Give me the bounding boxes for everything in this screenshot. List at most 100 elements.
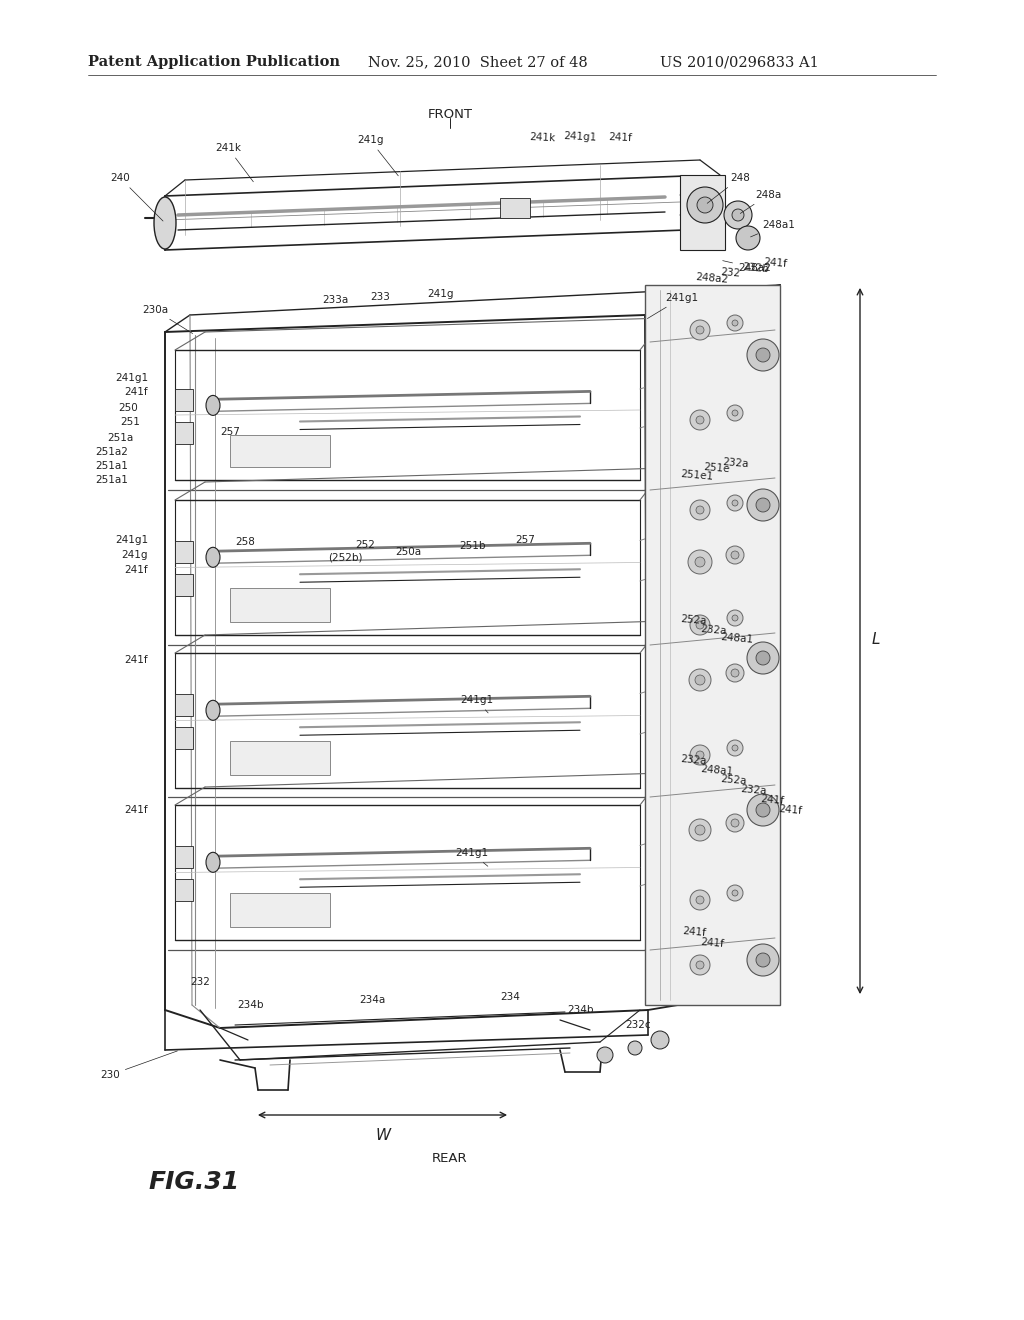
Circle shape <box>690 615 710 635</box>
Text: 257: 257 <box>515 535 535 545</box>
Circle shape <box>727 405 743 421</box>
Text: 232a: 232a <box>740 784 767 796</box>
Bar <box>645 285 780 1005</box>
Text: 241f: 241f <box>608 132 632 143</box>
Text: 241g1: 241g1 <box>647 293 698 318</box>
Text: 241g1: 241g1 <box>563 131 597 143</box>
Text: 251: 251 <box>120 417 140 426</box>
Bar <box>230 587 330 622</box>
Circle shape <box>690 954 710 975</box>
Text: 241g1: 241g1 <box>460 696 494 713</box>
Text: W: W <box>376 1129 390 1143</box>
Circle shape <box>732 890 738 896</box>
Circle shape <box>688 550 712 574</box>
Circle shape <box>689 669 711 690</box>
Circle shape <box>756 498 770 512</box>
Circle shape <box>756 348 770 362</box>
Text: 248a1: 248a1 <box>720 631 754 644</box>
Text: 232c: 232c <box>626 1020 651 1030</box>
Text: 234a: 234a <box>358 995 385 1005</box>
Circle shape <box>697 197 713 213</box>
Bar <box>175 846 193 867</box>
Text: 252: 252 <box>355 540 375 550</box>
Circle shape <box>727 495 743 511</box>
Bar <box>500 198 530 218</box>
Text: 241f: 241f <box>778 804 803 816</box>
Text: 232: 232 <box>190 977 210 987</box>
Text: 241f: 241f <box>124 387 148 397</box>
Circle shape <box>696 751 705 759</box>
Circle shape <box>756 803 770 817</box>
Text: 232: 232 <box>720 267 740 279</box>
Text: 257: 257 <box>220 426 240 437</box>
Text: 241f: 241f <box>682 927 707 939</box>
Text: 233a: 233a <box>322 294 348 305</box>
Text: 248a2: 248a2 <box>695 272 729 284</box>
Text: 248a1: 248a1 <box>751 220 795 236</box>
Text: 251e: 251e <box>703 462 730 474</box>
Bar <box>230 741 330 775</box>
Text: 232a: 232a <box>680 754 707 766</box>
Text: 241k: 241k <box>528 132 555 143</box>
Circle shape <box>746 795 779 826</box>
Text: 248a1: 248a1 <box>700 763 733 776</box>
Text: 251a: 251a <box>106 433 133 444</box>
Circle shape <box>726 546 744 564</box>
Circle shape <box>727 741 743 756</box>
Bar <box>680 176 725 249</box>
Ellipse shape <box>206 396 220 416</box>
Circle shape <box>756 651 770 665</box>
Text: 248: 248 <box>708 173 750 203</box>
Text: 240: 240 <box>111 173 163 220</box>
Circle shape <box>746 488 779 521</box>
Circle shape <box>696 416 705 424</box>
Circle shape <box>689 818 711 841</box>
Circle shape <box>731 818 739 828</box>
Circle shape <box>695 825 705 836</box>
Circle shape <box>628 1041 642 1055</box>
Circle shape <box>732 615 738 620</box>
Circle shape <box>726 814 744 832</box>
Circle shape <box>690 411 710 430</box>
Bar <box>175 727 193 750</box>
Text: L: L <box>872 632 881 648</box>
Text: 241f: 241f <box>763 257 787 269</box>
Circle shape <box>690 500 710 520</box>
Circle shape <box>727 315 743 331</box>
Text: 232a: 232a <box>722 457 749 469</box>
Circle shape <box>597 1047 613 1063</box>
Circle shape <box>696 620 705 630</box>
Circle shape <box>736 226 760 249</box>
Text: 232b: 232b <box>742 261 769 275</box>
Text: 252a: 252a <box>680 614 707 626</box>
Circle shape <box>726 664 744 682</box>
Text: 258: 258 <box>236 537 255 546</box>
Text: 241f: 241f <box>124 565 148 576</box>
Circle shape <box>695 675 705 685</box>
Text: 252a: 252a <box>720 774 748 787</box>
Circle shape <box>746 339 779 371</box>
Text: 251b: 251b <box>459 541 485 550</box>
Circle shape <box>732 411 738 416</box>
Circle shape <box>724 201 752 228</box>
Text: 241g: 241g <box>427 289 454 300</box>
Text: 241g1: 241g1 <box>455 847 488 866</box>
Ellipse shape <box>206 853 220 873</box>
Text: 250a: 250a <box>395 546 421 557</box>
Text: 234: 234 <box>500 993 520 1002</box>
Text: 241f: 241f <box>124 655 148 665</box>
Text: REAR: REAR <box>432 1152 468 1166</box>
Circle shape <box>687 187 723 223</box>
Bar <box>175 540 193 562</box>
Text: US 2010/0296833 A1: US 2010/0296833 A1 <box>660 55 819 69</box>
Text: 241f: 241f <box>124 805 148 814</box>
Circle shape <box>731 550 739 558</box>
Text: 248a: 248a <box>740 190 781 214</box>
Text: 241k: 241k <box>215 143 253 182</box>
Text: 251a2: 251a2 <box>95 447 128 457</box>
Circle shape <box>695 557 705 568</box>
Circle shape <box>731 669 739 677</box>
Text: 251e1: 251e1 <box>680 469 714 482</box>
Text: 241f: 241f <box>700 937 724 949</box>
Text: 234b: 234b <box>566 1005 593 1015</box>
